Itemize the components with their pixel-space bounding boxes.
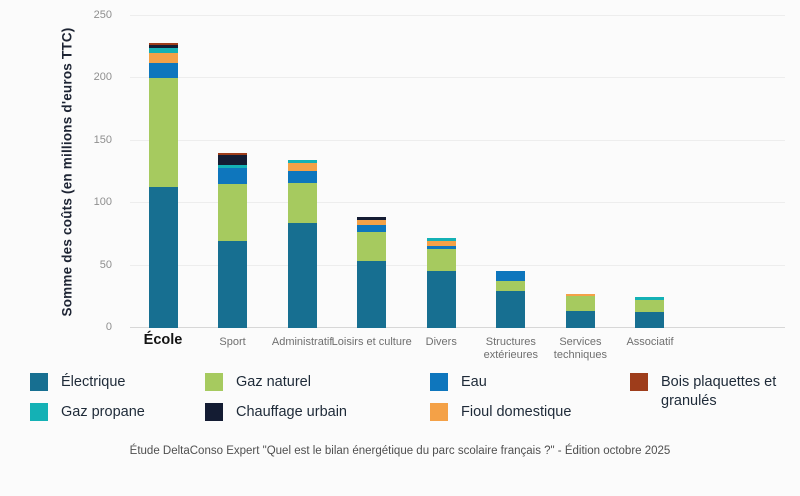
bar-segment-ecole-electrique [148, 186, 178, 328]
bar-segment-administratif-fioul-domestique [287, 162, 317, 172]
gridline-50 [130, 264, 785, 266]
bar-segment-sport-electrique [218, 240, 248, 328]
legend-column-1: Électrique Gaz propane [30, 373, 145, 422]
bar-segment-structures-exterieures-electrique [496, 290, 526, 328]
source-caption: Étude DeltaConso Expert "Quel est le bil… [129, 445, 671, 457]
y-tick-label-0: 0 [105, 321, 112, 333]
x-axis-label-sport: Sport [219, 336, 246, 348]
bar-segment-sport-chauffage-urbain [218, 155, 248, 166]
legend-label-gaz-naturel: Gaz naturel [236, 374, 311, 390]
bar-segment-sport-eau [218, 168, 248, 185]
gridline-250 [130, 15, 785, 16]
legend-swatch-eau [430, 373, 448, 391]
bar-segment-ecole-chauffage-urbain [148, 44, 178, 49]
bar-segment-associatif-gaz-propane [635, 297, 665, 300]
legend-item-gaz-propane: Gaz propane [30, 403, 145, 422]
legend-label-eau: Eau [461, 374, 487, 390]
legend-swatch-chauffage-urbain [205, 403, 223, 421]
legend-label-fioul-domestique: Fioul domestique [461, 404, 572, 420]
gridline-0 [130, 327, 785, 328]
bar-segment-ecole-eau [148, 63, 178, 79]
bar-segment-administratif-gaz-propane [287, 159, 317, 163]
legend-label-bois-plaquettes-et-granules: Bois plaquettes et granulés [661, 374, 777, 409]
bar-segment-divers-fioul-domestique [426, 240, 456, 246]
legend-column-4: Bois plaquettes et granulés [630, 373, 790, 411]
bar-segment-ecole-bois-plaquettes-et-granules [148, 42, 178, 45]
bar-segment-loisirs-et-culture-electrique [357, 260, 387, 328]
legend-label-chauffage-urbain: Chauffage urbain [236, 404, 347, 420]
x-axis-label-loisirs-et-culture: Loisirs et culture [331, 336, 412, 348]
bar-segment-divers-gaz-naturel [426, 249, 456, 271]
legend-swatch-bois-plaquettes-et-granules [630, 373, 648, 391]
legend: Électrique Gaz propane Gaz naturel Chauffag… [30, 373, 790, 433]
legend-label-electrique: Électrique [61, 374, 126, 390]
y-tick-label-100: 100 [93, 196, 112, 209]
bar-segment-loisirs-et-culture-eau [357, 225, 387, 232]
legend-swatch-electrique [30, 373, 48, 391]
bar-segment-services-techniques-electrique [565, 310, 595, 328]
legend-item-gaz-naturel: Gaz naturel [205, 373, 347, 392]
bar-segment-associatif-gaz-naturel [635, 299, 665, 312]
y-tick-label-250: 250 [93, 9, 112, 21]
gridline-150 [130, 139, 785, 141]
y-axis: 0 50 100 150 200 250 [0, 0, 112, 360]
bar-segment-administratif-gaz-naturel [287, 183, 317, 224]
x-axis-label-structures-exterieures: Structures extérieures [483, 336, 539, 361]
gridline-200 [130, 77, 785, 79]
bar-segment-sport-gaz-naturel [218, 184, 248, 241]
x-axis-label-associatif: Associatif [626, 336, 674, 348]
y-tick-label-200: 200 [93, 71, 112, 84]
bar-segment-divers-eau [426, 245, 456, 250]
plot-area: École Sport Administratif Loisirs et cultur… [130, 15, 785, 361]
bar-segment-ecole-gaz-propane [148, 48, 178, 54]
bar-segment-loisirs-et-culture-fioul-domestique [357, 220, 387, 226]
bar-segment-ecole-fioul-domestique [148, 53, 178, 64]
bar-segment-divers-gaz-propane [426, 237, 456, 241]
bar-segment-administratif-eau [287, 171, 317, 184]
legend-swatch-gaz-naturel [205, 373, 223, 391]
bar-segment-administratif-electrique [287, 223, 317, 328]
legend-column-3: Eau Fioul domestique [430, 373, 571, 422]
x-axis-label-administratif: Administratif [271, 336, 333, 348]
legend-label-gaz-propane: Gaz propane [61, 404, 145, 420]
bar-segment-structures-exterieures-gaz-naturel [496, 280, 526, 291]
y-tick-label-50: 50 [99, 258, 112, 271]
bar-segment-loisirs-et-culture-gaz-naturel [357, 231, 387, 261]
bar-segment-structures-exterieures-eau [496, 270, 526, 281]
legend-item-electrique: Électrique [30, 373, 145, 392]
bar-segment-loisirs-et-culture-chauffage-urbain [357, 216, 387, 221]
x-axis-label-services-techniques: Services techniques [553, 336, 608, 361]
bar-segment-services-techniques-gaz-naturel [565, 295, 595, 311]
bar-segment-sport-gaz-propane [218, 165, 248, 169]
legend-item-eau: Eau [430, 373, 571, 392]
y-tick-label-150: 150 [93, 133, 112, 146]
bar-segment-ecole-gaz-naturel [148, 78, 178, 187]
x-axis-label-divers: Divers [425, 336, 457, 348]
legend-swatch-fioul-domestique [430, 403, 448, 421]
legend-item-fioul-domestique: Fioul domestique [430, 403, 571, 422]
bar-segment-sport-bois-plaquettes-et-granules [218, 153, 248, 156]
legend-swatch-gaz-propane [30, 403, 48, 421]
bar-segment-services-techniques-fioul-domestique [565, 293, 595, 296]
legend-item-bois-plaquettes-et-granules: Bois plaquettes et granulés [630, 373, 790, 411]
x-axis-label-ecole: École [143, 332, 183, 348]
legend-item-chauffage-urbain: Chauffage urbain [205, 403, 347, 422]
bar-segment-associatif-electrique [635, 311, 665, 328]
bar-segment-divers-electrique [426, 270, 456, 328]
gridline-100 [130, 202, 785, 204]
legend-column-2: Gaz naturel Chauffage urbain [205, 373, 347, 422]
